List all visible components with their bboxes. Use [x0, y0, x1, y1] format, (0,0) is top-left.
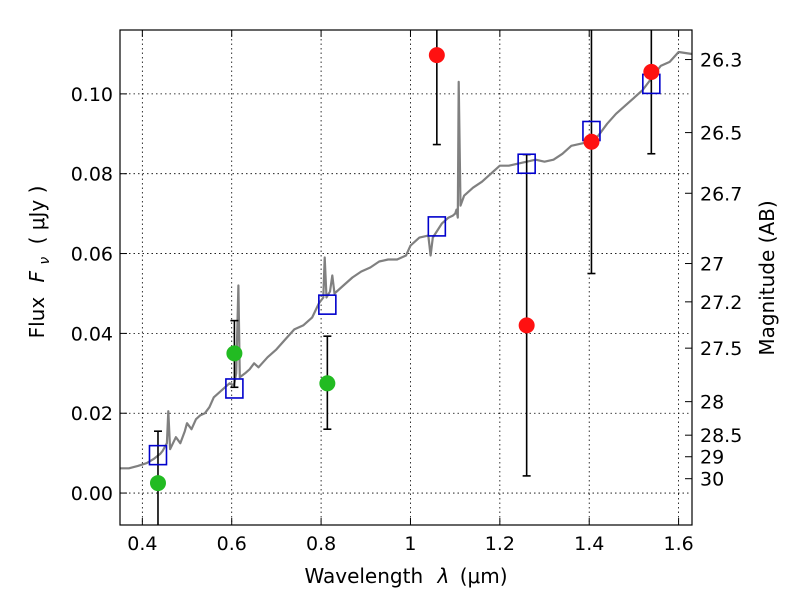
data-point	[226, 345, 243, 362]
x-tick-label: 1.2	[485, 533, 515, 555]
y-tick-label: 0.06	[71, 244, 113, 266]
model-photometry-square	[225, 378, 244, 399]
model-photometry-square	[427, 216, 447, 237]
y-tick-label: 0.08	[71, 164, 113, 186]
model-photometry-squares	[148, 73, 661, 466]
y-axis-ticks: 0.00 0.02 0.04 0.06 0.08 0.10	[71, 84, 127, 505]
magnitude-tick-label: 27.2	[700, 292, 742, 314]
y-axis-label: Flux F ν ( μJy )	[25, 186, 54, 339]
x-tick-label: 0.4	[127, 533, 157, 555]
y-tick-label: 0.10	[71, 84, 113, 106]
data-point	[428, 47, 445, 64]
magnitude-tick-label: 29	[700, 447, 724, 469]
y-tick-label: 0.04	[71, 323, 113, 345]
x-tick-label: 1	[404, 533, 416, 555]
grid	[120, 30, 692, 525]
x-axis-ticks: 0.4 0.6 0.8 1 1.2 1.4 1.6	[127, 30, 694, 555]
data-point	[319, 375, 336, 392]
x-tick-label: 0.6	[217, 533, 247, 555]
model-spectrum	[120, 50, 693, 470]
x-axis-label: Wavelength λ (μm)	[304, 564, 507, 588]
magnitude-tick-label: 30	[700, 469, 724, 491]
data-point	[583, 133, 600, 150]
magnitude-tick-label: 27.5	[700, 338, 742, 360]
magnitude-tick-label: 26.5	[700, 123, 742, 145]
observed-photometry-points	[149, 47, 660, 492]
plot-frame	[119, 29, 693, 526]
magnitude-tick-label: 26.7	[700, 183, 742, 205]
data-point	[518, 317, 535, 334]
magnitude-tick-label: 28	[700, 392, 724, 414]
x-tick-label: 1.6	[663, 533, 693, 555]
data-point	[149, 475, 166, 492]
error-bars	[153, 30, 656, 525]
model-photometry-square	[318, 294, 337, 315]
model-photometry-square	[517, 153, 536, 175]
y-tick-label: 0.02	[71, 403, 113, 425]
magnitude-axis-label: Magnitude (AB)	[755, 200, 779, 355]
magnitude-tick-label: 26.3	[700, 50, 742, 72]
model-photometry-square	[148, 444, 168, 466]
x-tick-label: 1.4	[574, 533, 604, 555]
magnitude-tick-label: 28.5	[700, 425, 742, 447]
x-tick-label: 0.8	[306, 533, 336, 555]
y-tick-label: 0.00	[71, 483, 113, 505]
magnitude-tick-label: 27	[700, 254, 724, 276]
data-point	[643, 63, 660, 80]
spectrum-line	[120, 50, 693, 470]
